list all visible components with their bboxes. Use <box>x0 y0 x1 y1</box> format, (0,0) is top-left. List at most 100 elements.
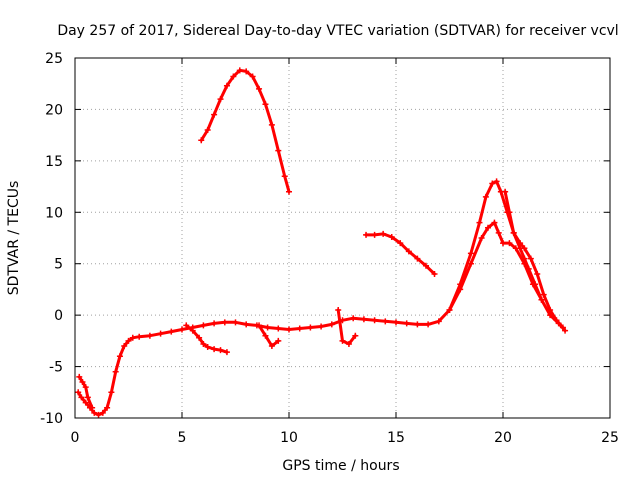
data-point <box>446 307 453 313</box>
data-point <box>547 307 554 313</box>
data-point <box>211 111 218 118</box>
data-point <box>78 394 85 401</box>
data-point <box>82 399 89 406</box>
data-point <box>230 73 237 80</box>
data-point <box>527 255 534 262</box>
data-point <box>414 321 421 328</box>
series-dip-branch-2 <box>257 323 280 348</box>
data-point <box>112 368 119 375</box>
y-tick-label: -10 <box>40 411 63 427</box>
data-point <box>476 219 483 226</box>
y-axis-label: SDTVAR / TECUs <box>6 181 22 296</box>
y-tick-label: 25 <box>45 51 63 67</box>
data-point <box>553 317 560 324</box>
x-tick-label: 5 <box>178 430 187 446</box>
data-point <box>183 322 190 329</box>
data-point <box>534 271 541 277</box>
data-point <box>204 344 211 351</box>
data-point <box>99 409 106 416</box>
series-main <box>76 221 567 417</box>
data-point <box>431 271 438 277</box>
data-point <box>339 337 346 344</box>
y-tick-label: 0 <box>54 308 63 324</box>
data-point <box>116 353 123 360</box>
data-point <box>521 245 528 252</box>
data-point <box>136 333 143 340</box>
x-tick-label: 25 <box>601 430 619 446</box>
data-point <box>493 178 500 185</box>
data-point <box>491 219 498 226</box>
data-point <box>371 317 378 324</box>
data-point <box>500 240 506 247</box>
data-point <box>502 188 509 195</box>
data-point <box>335 307 342 313</box>
data-point <box>217 96 224 103</box>
data-point <box>82 384 89 391</box>
data-point <box>510 229 517 236</box>
series-arc <box>199 68 291 194</box>
data-point <box>95 411 102 418</box>
data-point <box>196 334 203 341</box>
data-point <box>562 327 569 334</box>
data-point <box>393 319 399 326</box>
series-secondary <box>448 179 543 312</box>
y-tick-label: 15 <box>45 154 63 170</box>
data-point <box>275 325 282 332</box>
data-point <box>91 409 98 416</box>
data-point <box>84 394 91 401</box>
x-tick-label: 10 <box>280 430 298 446</box>
series-dip-branch-3 <box>336 308 357 346</box>
data-point <box>345 340 352 347</box>
data-point <box>256 322 263 329</box>
data-point <box>435 318 442 325</box>
data-point <box>232 319 239 326</box>
data-point <box>75 389 82 396</box>
data-point <box>243 68 250 75</box>
data-point <box>495 229 502 236</box>
data-point <box>275 147 282 154</box>
data-point <box>79 379 86 385</box>
data-point <box>532 281 539 288</box>
data-point <box>236 67 243 74</box>
data-point <box>262 101 269 108</box>
x-tick-label: 20 <box>494 430 512 446</box>
data-point <box>268 343 275 349</box>
data-point <box>211 320 218 327</box>
y-tick-label: 5 <box>54 257 63 273</box>
data-point <box>198 137 205 144</box>
y-tick-label: -5 <box>49 360 63 376</box>
x-tick-label: 0 <box>71 430 80 446</box>
data-point <box>403 320 410 327</box>
data-point <box>211 346 218 353</box>
data-point <box>217 347 224 354</box>
series-segment <box>364 232 436 276</box>
chart-title: Day 257 of 2017, Sidereal Day-to-day VTE… <box>57 23 618 39</box>
data-point <box>405 248 412 255</box>
data-point <box>382 318 389 325</box>
data-point <box>157 330 164 337</box>
data-point <box>307 324 314 331</box>
series-third <box>503 190 565 329</box>
data-point <box>223 82 230 89</box>
data-point <box>296 325 303 332</box>
data-point <box>422 262 429 269</box>
data-point <box>256 85 263 92</box>
data-point <box>540 291 547 298</box>
data-point <box>89 404 96 411</box>
data-point <box>179 326 185 333</box>
data-point <box>129 334 136 341</box>
data-point <box>104 404 111 411</box>
data-point <box>388 233 395 240</box>
data-point <box>371 231 378 238</box>
data-point <box>200 322 207 329</box>
data-point <box>286 326 292 333</box>
x-axis-label: GPS time / hours <box>282 458 399 474</box>
data-point <box>521 255 528 262</box>
data-point <box>275 337 282 344</box>
data-point <box>264 324 271 331</box>
data-point <box>352 332 359 339</box>
data-point <box>467 250 474 257</box>
data-point <box>397 240 404 247</box>
data-point <box>204 127 211 133</box>
